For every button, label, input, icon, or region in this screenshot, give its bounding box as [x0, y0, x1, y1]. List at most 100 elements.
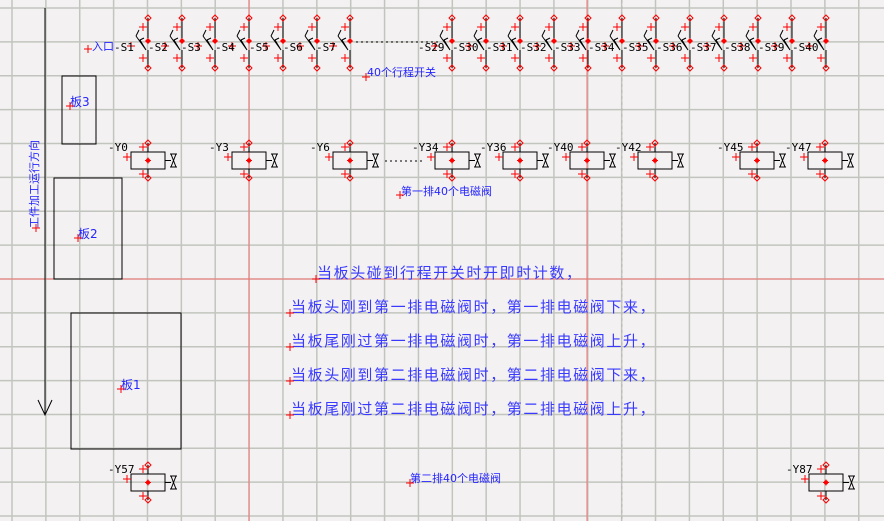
limit-switch: -S38 — [724, 14, 762, 72]
connection-point-icon — [550, 64, 558, 72]
limit-switch: -S32 — [520, 14, 558, 72]
insert-point-marker — [262, 42, 270, 50]
insert-point-marker — [545, 23, 553, 31]
connection-point-icon — [313, 14, 321, 22]
valve-label: -Y0 — [108, 141, 128, 154]
limit-switch: -S39 — [758, 14, 796, 72]
valve-hourglass-icon — [170, 475, 177, 490]
insert-point-marker — [646, 170, 654, 178]
connection-point-icon — [720, 14, 728, 22]
center-point-icon — [517, 157, 523, 164]
connection-point-icon — [822, 461, 830, 469]
insert-point-marker — [123, 153, 131, 161]
insert-point-marker — [669, 42, 677, 50]
center-point-icon — [721, 38, 727, 44]
connection-point-icon — [245, 174, 253, 182]
connection-point-icon — [144, 64, 152, 72]
solenoid-valve: -Y6 — [310, 139, 379, 182]
connection-point-icon — [720, 64, 728, 72]
insert-point-marker — [613, 23, 621, 31]
connection-point-icon — [584, 14, 592, 22]
insert-point-marker — [396, 191, 404, 199]
insert-point-marker — [139, 23, 147, 31]
insert-point-marker — [286, 309, 294, 317]
insert-point-marker — [341, 23, 349, 31]
connection-point-icon — [822, 496, 830, 504]
connection-point-icon — [482, 14, 490, 22]
connection-point-icon — [346, 139, 354, 147]
insert-point-marker — [511, 23, 519, 31]
insert-point-marker — [477, 23, 485, 31]
insert-point-marker — [206, 23, 214, 31]
valve-label: -Y3 — [209, 141, 229, 154]
connection-point-icon — [618, 64, 626, 72]
insert-point-marker — [84, 45, 92, 53]
valve-hourglass-icon — [271, 153, 278, 168]
insert-point-marker — [579, 54, 587, 62]
limit-switch: -S1 — [114, 14, 152, 72]
insert-point-marker — [329, 42, 337, 50]
solenoid-valve: -Y40 — [547, 139, 616, 182]
connection-point-icon — [652, 64, 660, 72]
limit-switch: -S40 — [792, 14, 830, 72]
insert-point-marker — [511, 143, 519, 151]
center-point-icon — [517, 38, 523, 44]
valve-hourglass-icon — [474, 153, 481, 168]
connection-point-icon — [144, 174, 152, 182]
board-label: 板3 — [70, 95, 90, 109]
insert-point-marker — [427, 153, 435, 161]
center-point-icon — [823, 38, 829, 44]
center-point-icon — [145, 479, 151, 486]
insert-point-marker — [732, 153, 740, 161]
valve-hourglass-icon — [170, 153, 177, 168]
insert-point-marker — [647, 23, 655, 31]
solenoid-valve: -Y87 — [786, 461, 855, 504]
valve-hourglass-icon — [847, 153, 854, 168]
center-point-icon — [246, 157, 252, 164]
center-point-icon — [652, 157, 658, 164]
limit-switch: -S33 — [554, 14, 592, 72]
connection-point-icon — [584, 64, 592, 72]
insert-point-marker — [646, 143, 654, 151]
insert-point-marker — [748, 170, 756, 178]
switch-blade-icon — [609, 29, 621, 51]
valve-label: -Y34 — [412, 141, 439, 154]
insert-point-marker — [443, 54, 451, 62]
valve-hourglass-icon — [779, 153, 786, 168]
insert-point-marker — [749, 23, 757, 31]
limit-switch: -S3 — [181, 14, 219, 72]
center-point-icon — [823, 479, 829, 486]
connection-point-icon — [753, 174, 761, 182]
connection-point-icon — [583, 139, 591, 147]
insert-point-marker — [161, 42, 169, 50]
note-line: 当板头刚到第一排电磁阀时，第一排电磁阀下来， — [291, 298, 656, 316]
connection-point-icon — [686, 64, 694, 72]
connection-point-icon — [144, 139, 152, 147]
valve-label: -Y6 — [310, 141, 330, 154]
entrance-label: 入口 — [92, 40, 114, 53]
solenoid-valve: -Y34 — [412, 139, 481, 182]
valve-hourglass-icon — [372, 153, 379, 168]
center-point-icon — [246, 38, 252, 44]
switch-blade-icon — [439, 29, 451, 51]
insert-point-marker — [240, 23, 248, 31]
insert-point-marker — [783, 54, 791, 62]
valve-label: -Y47 — [785, 141, 812, 154]
insert-point-marker — [240, 143, 248, 151]
connection-point-icon — [550, 14, 558, 22]
note-line: 当板头刚到第二排电磁阀时，第二排电磁阀下来， — [291, 366, 656, 384]
valve-hourglass-icon — [677, 153, 684, 168]
insert-point-marker — [499, 42, 507, 50]
insert-point-marker — [647, 54, 655, 62]
limit-switch: -S29 — [418, 14, 456, 72]
center-point-icon — [755, 38, 761, 44]
connection-point-icon — [211, 64, 219, 72]
connection-point-icon — [821, 174, 829, 182]
center-point-icon — [280, 38, 286, 44]
insert-point-marker — [173, 23, 181, 31]
insert-point-marker — [341, 170, 349, 178]
board-label: 板2 — [78, 227, 98, 241]
switch-label: -S6 — [283, 41, 303, 54]
insert-point-marker — [308, 54, 316, 62]
